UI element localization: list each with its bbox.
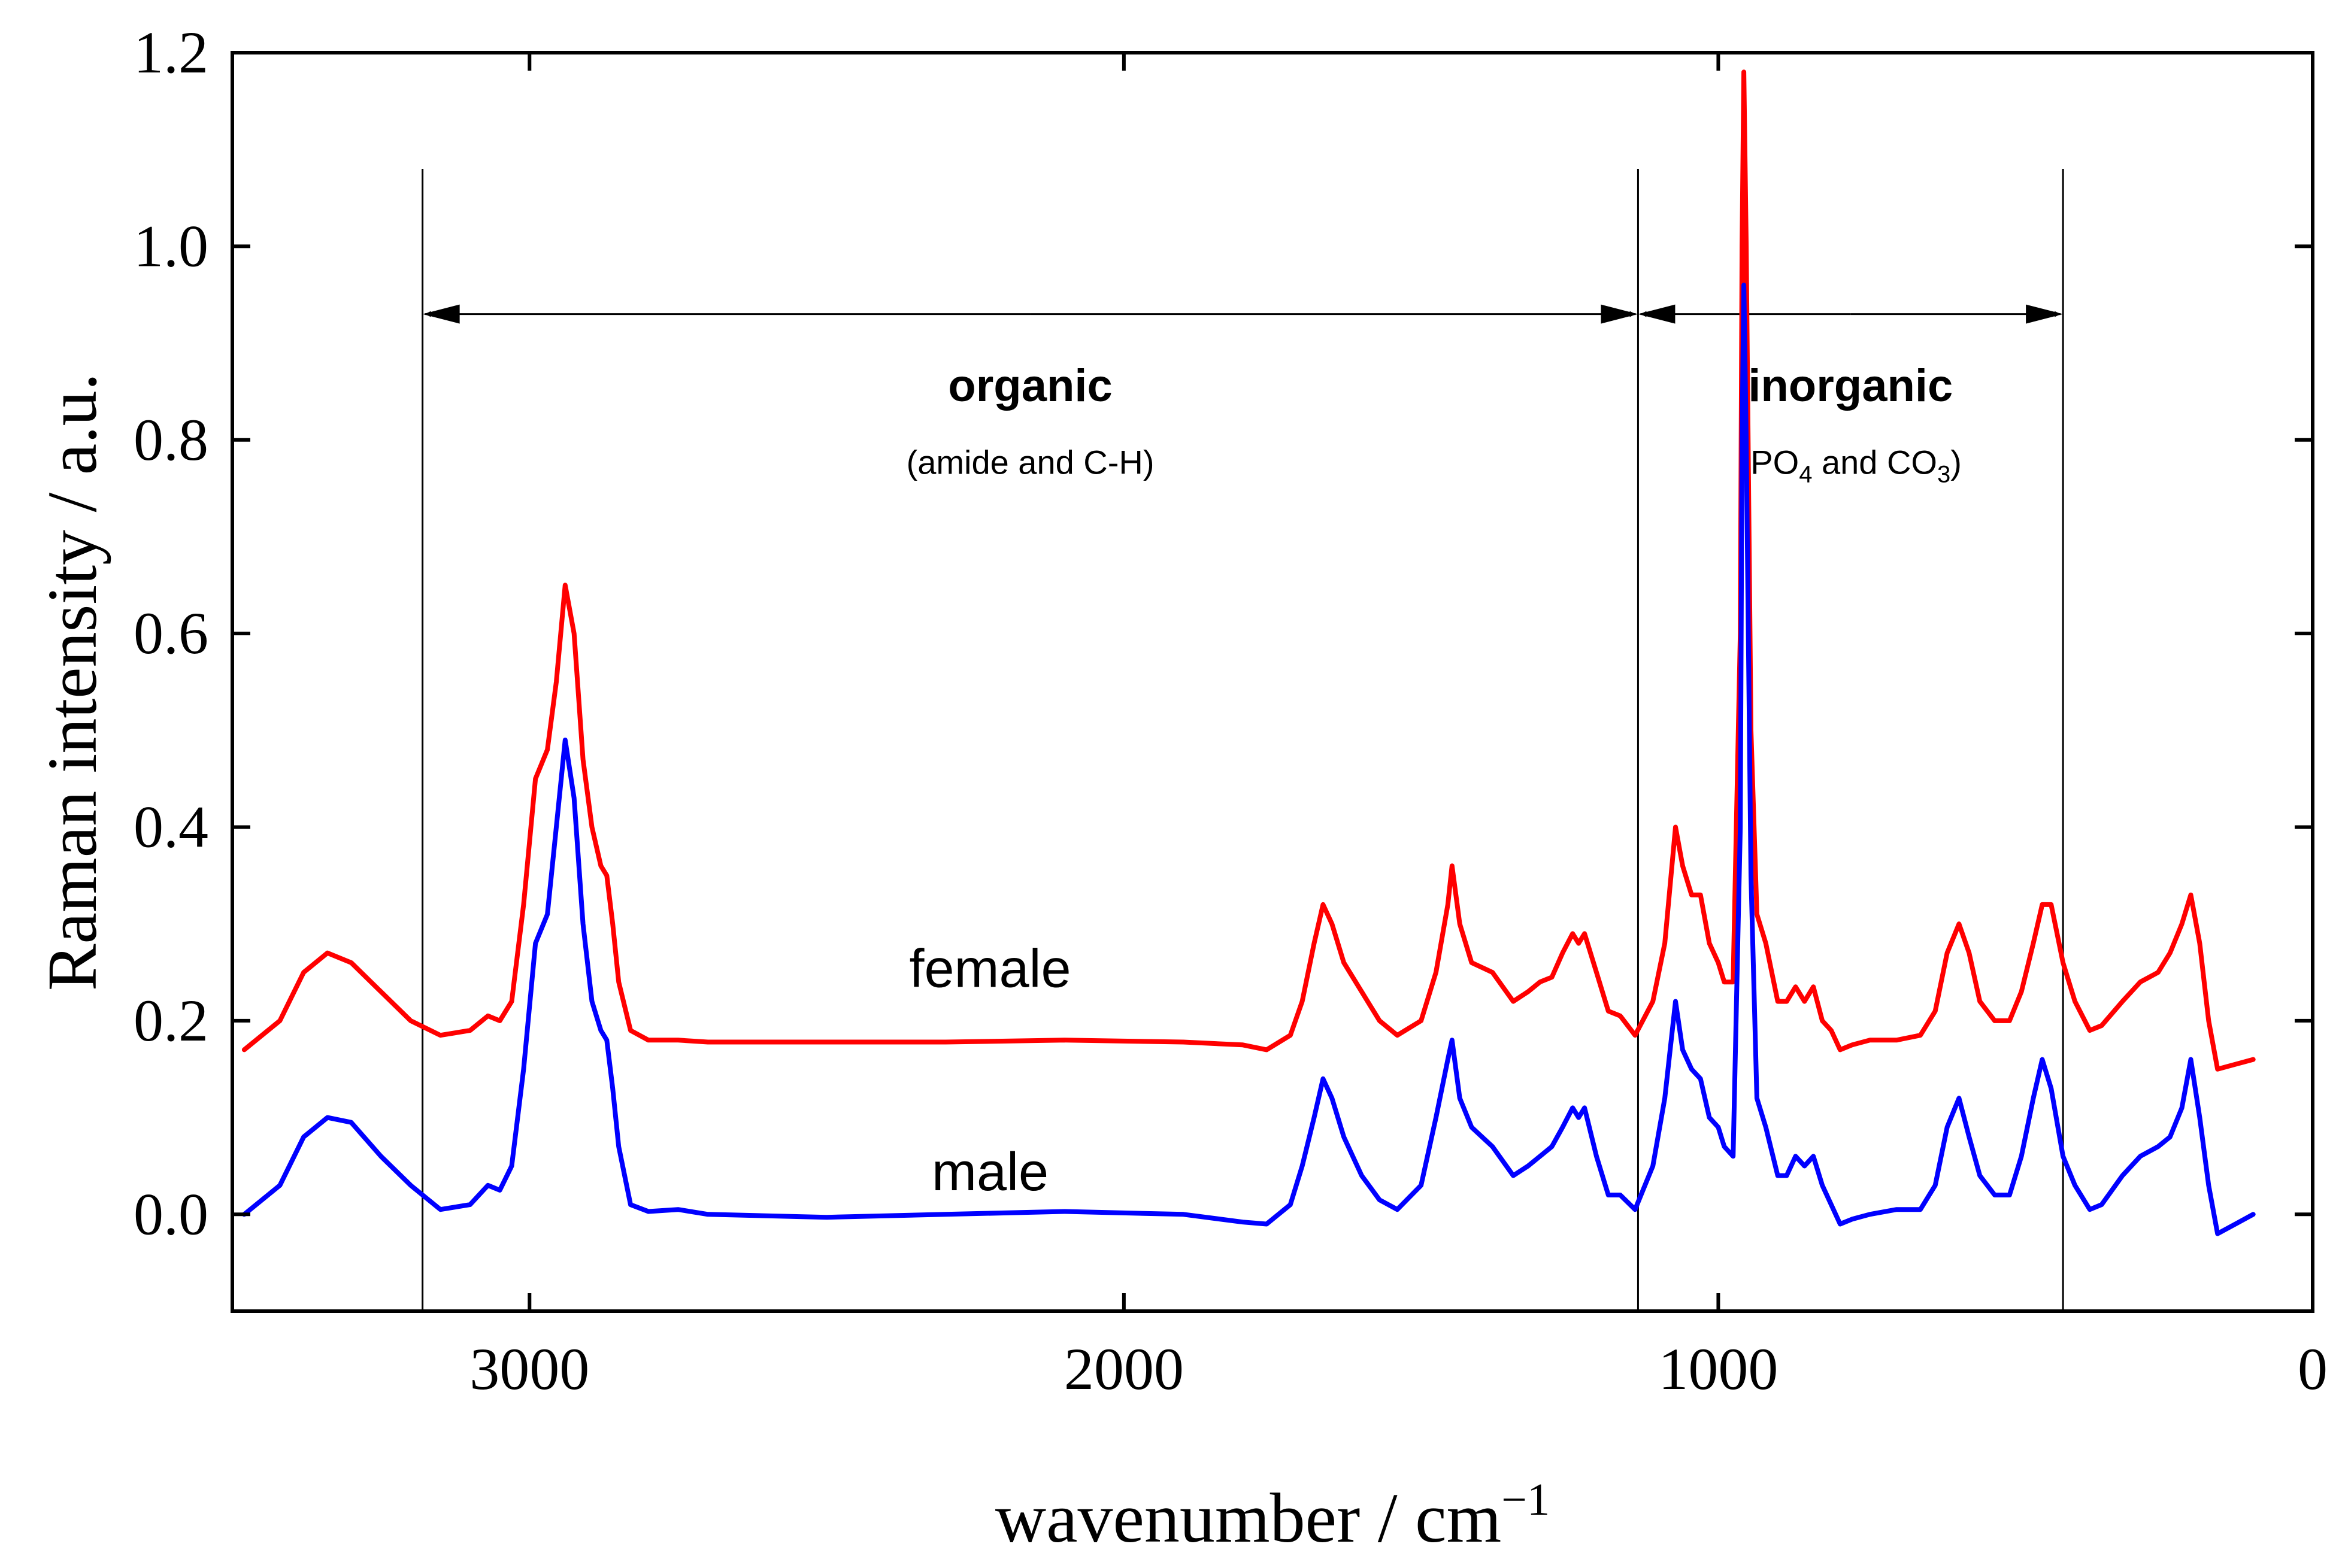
y-tick-label: 0.2: [134, 987, 208, 1054]
series-line-male: [241, 283, 2256, 1236]
y-tick-label: 1.0: [134, 213, 208, 279]
spectra-series: female male: [241, 69, 2256, 1236]
x-tick-label: 3000: [469, 1336, 589, 1402]
x-tick-label: 0: [2298, 1336, 2328, 1402]
region-arrows: organic (amide and C-H) inorganic (PO4 and …: [422, 304, 2064, 487]
y-tick-label: 0.0: [134, 1181, 208, 1247]
x-tick-label: 2000: [1064, 1336, 1184, 1402]
inorganic-arrowhead-left: [1638, 304, 1676, 324]
y-tick-label: 0.6: [134, 600, 208, 666]
y-tick-label: 1.2: [134, 19, 208, 86]
inorganic-arrowhead-right: [2026, 304, 2064, 324]
inorganic-sublabel: (PO4 and CO3): [1740, 443, 1962, 487]
series-label-female: female: [909, 939, 1071, 999]
y-tick-label: 0.8: [134, 407, 208, 473]
x-axis-ticks: 3000 2000 1000 0: [469, 53, 2328, 1402]
y-tick-label: 0.4: [134, 794, 208, 860]
region-boundaries: [422, 169, 2064, 1311]
inorganic-label: inorganic: [1748, 360, 1953, 411]
organic-label: organic: [948, 360, 1113, 411]
sublabel-part: 4: [1799, 461, 1812, 487]
organic-sublabel: (amide and C-H): [907, 443, 1155, 481]
organic-arrowhead-right: [1601, 304, 1638, 324]
x-axis-label: wavenumber / cm−1: [995, 1475, 1550, 1557]
series-line-female: [241, 69, 2256, 1072]
y-axis-label: Raman intensity / a.u.: [33, 373, 111, 991]
sublabel-part: 3: [1937, 461, 1950, 487]
series-label-male: male: [932, 1142, 1049, 1202]
chart-text: wavenumber / cm−1 Raman intensity / a.u.: [33, 373, 1550, 1557]
organic-arrowhead-left: [422, 304, 460, 324]
x-tick-label: 1000: [1658, 1336, 1778, 1402]
sublabel-part: ): [1950, 443, 1962, 481]
sublabel-part: and CO: [1812, 443, 1937, 481]
y-axis-ticks: 0.0 0.2 0.4 0.6 0.8 1.0 1.2: [134, 19, 2313, 1247]
plot-frame: [231, 51, 2314, 1313]
